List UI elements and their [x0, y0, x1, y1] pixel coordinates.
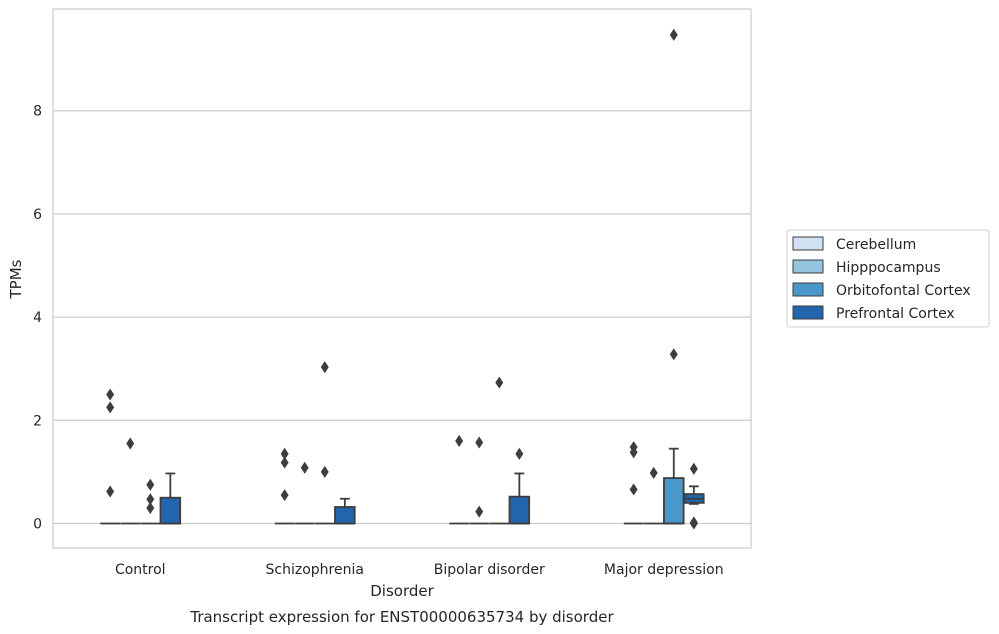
- outlier-point: [106, 485, 115, 498]
- outlier-point: [280, 489, 289, 502]
- box-cerebellum-schizophrenia: [274, 447, 295, 525]
- legend: Cerebellum Hipppocampus Orbitofontal Corte…: [786, 229, 990, 328]
- outlier-point: [146, 478, 155, 491]
- box-hipppocampus-schizophrenia: [294, 461, 315, 525]
- box-prefrontal-cortex-control: [159, 472, 182, 525]
- x-tick-label-control: Control: [115, 562, 166, 578]
- box-hipppocampus-bipolar-disorder: [469, 436, 490, 525]
- legend-label: Prefrontal Cortex: [836, 306, 955, 322]
- legend-swatch: [792, 282, 824, 297]
- box-cerebellum-control: [100, 388, 120, 525]
- legend-frame: [786, 229, 990, 328]
- y-tick-label-0: 0: [33, 517, 42, 533]
- y-axis-label: TPMs: [7, 259, 25, 299]
- legend-label: Cerebellum: [836, 237, 916, 253]
- box-body: [508, 495, 531, 525]
- x-tick-label-bipolar-disorder: Bipolar disorder: [434, 562, 545, 578]
- outlier-point: [455, 434, 464, 447]
- series-prefrontal-cortex: [159, 447, 705, 530]
- legend-label: Orbitofontal Cortex: [836, 283, 971, 299]
- outlier-point: [495, 376, 504, 389]
- legend-item-hipppocampus: Hipppocampus: [792, 259, 941, 276]
- outlier-point: [515, 447, 524, 460]
- y-tick-label-6: 6: [33, 207, 42, 223]
- series-orbitofontal-cortex: [140, 28, 685, 525]
- legend-swatch: [792, 259, 824, 274]
- outlier-point: [106, 401, 115, 414]
- chart-caption: Transcript expression for ENST0000063573…: [189, 608, 614, 626]
- box-hipppocampus-control: [120, 437, 141, 525]
- legend-label: Hipppocampus: [836, 260, 941, 276]
- outlier-point: [146, 501, 155, 515]
- y-tick-labels: 0 2 4 6 8: [33, 104, 42, 533]
- legend-item-prefrontal-cortex: Prefrontal Cortex: [792, 305, 955, 322]
- box-orbitofontal-cortex-control: [140, 478, 161, 525]
- legend-item-cerebellum: Cerebellum: [792, 236, 916, 253]
- outlier-point: [475, 505, 484, 518]
- x-tick-label-major-depression: Major depression: [604, 562, 724, 578]
- box-orbitofontal-cortex-bipolar-disorder: [489, 376, 510, 525]
- outlier-point: [320, 361, 329, 374]
- outlier-point: [146, 493, 155, 506]
- y-tick-label-2: 2: [33, 413, 42, 429]
- box-hipppocampus-major-depression: [643, 466, 664, 525]
- plot-frame: [52, 8, 752, 549]
- outlier-point: [689, 516, 698, 529]
- legend-swatch: [792, 236, 824, 251]
- outlier-point: [669, 348, 678, 361]
- box-body: [663, 477, 685, 525]
- x-axis-label: Disorder: [370, 582, 434, 600]
- box-cerebellum-major-depression: [623, 441, 644, 525]
- box-orbitofontal-cortex-schizophrenia: [314, 361, 335, 525]
- grid-lines: [53, 110, 751, 525]
- box-body: [334, 506, 356, 525]
- outlier-point: [629, 441, 638, 454]
- box-prefrontal-cortex-major-depression: [683, 462, 705, 530]
- outlier-point: [629, 483, 638, 496]
- y-tick-label-4: 4: [33, 310, 42, 326]
- box-groups: [100, 28, 705, 530]
- series-hipppocampus: [120, 436, 664, 525]
- outlier-point: [689, 462, 698, 475]
- outlier-point: [106, 388, 115, 401]
- legend-item-orbitofontal-cortex: Orbitofontal Cortex: [792, 282, 971, 299]
- outlier-point: [475, 436, 484, 449]
- outlier-point: [300, 461, 309, 474]
- outlier-point: [669, 28, 678, 41]
- y-tick-label-8: 8: [33, 104, 42, 120]
- legend-swatch: [792, 305, 824, 320]
- outlier-point: [126, 437, 135, 450]
- outlier-point: [320, 465, 329, 478]
- x-tick-label-schizophrenia: Schizophrenia: [266, 562, 364, 578]
- outlier-point: [649, 466, 658, 479]
- box-prefrontal-cortex-bipolar-disorder: [508, 447, 531, 525]
- x-tick-labels: Control Schizophrenia Bipolar disorder Majo…: [115, 562, 724, 578]
- box-cerebellum-bipolar-disorder: [449, 434, 469, 525]
- series-cerebellum: [100, 388, 644, 525]
- box-body: [159, 496, 182, 525]
- box-prefrontal-cortex-schizophrenia: [334, 497, 356, 525]
- box-orbitofontal-cortex-major-depression: [663, 28, 685, 525]
- outlier-point: [280, 447, 289, 460]
- outlier-point: [280, 456, 289, 469]
